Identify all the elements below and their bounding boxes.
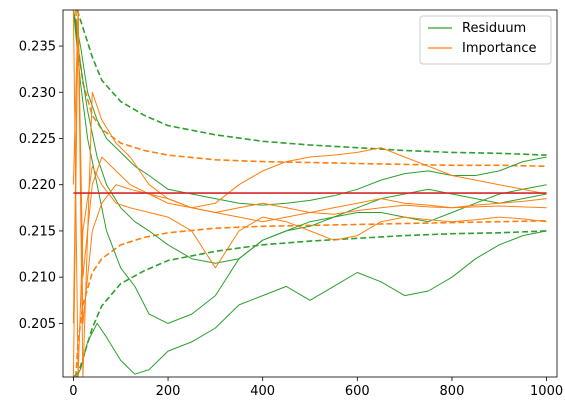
- series-line-importance-7: [72, 10, 547, 377]
- legend-box: [419, 15, 552, 65]
- y-tick-label: 0.220: [19, 178, 56, 193]
- plot-area: [72, 10, 547, 377]
- x-tick-label: 600: [345, 384, 370, 399]
- x-tick-label: 400: [250, 384, 275, 399]
- legend-label-residuum: Residuum: [462, 21, 526, 36]
- x-tick-label: 0: [69, 384, 77, 399]
- plot-frame: [62, 9, 558, 378]
- y-tick-label: 0.235: [19, 40, 56, 55]
- bound-line-importance-upper: [75, 10, 547, 167]
- series-line-residuum-3: [72, 10, 547, 324]
- bound-line-residuum-upper: [76, 10, 547, 156]
- y-tick-label: 0.215: [19, 224, 56, 239]
- y-tick-label: 0.225: [19, 132, 56, 147]
- y-tick-label: 0.230: [19, 86, 56, 101]
- x-axis: 0 200 400 600 800 1000: [69, 377, 563, 399]
- series-line-importance-4: [72, 10, 547, 377]
- x-tick-label: 1000: [530, 384, 563, 399]
- y-axis: 0.205 0.210 0.215 0.220 0.225 0.230 0.235: [19, 40, 63, 332]
- legend-label-importance: Importance: [462, 41, 537, 56]
- y-tick-label: 0.210: [19, 271, 56, 286]
- x-tick-label: 800: [440, 384, 465, 399]
- series-line-importance-6: [72, 10, 547, 377]
- bound-line-residuum-lower: [76, 230, 547, 377]
- legend: Residuum Importance: [419, 15, 552, 65]
- x-tick-label: 200: [156, 384, 181, 399]
- y-tick-label: 0.205: [19, 317, 56, 332]
- series-line-residuum-2: [73, 230, 547, 377]
